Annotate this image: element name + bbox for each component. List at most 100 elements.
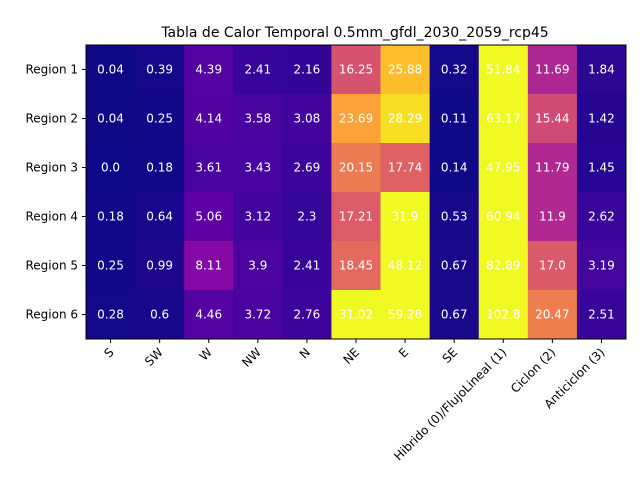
cell-value-label: 17.21 (339, 210, 373, 224)
heatmap-cell (135, 241, 185, 291)
cell-value-label: 47.95 (486, 161, 520, 175)
heatmap-cell (380, 290, 431, 340)
cell-value-label: 4.14 (195, 112, 222, 126)
x-tick-label: E (396, 345, 411, 360)
cell-value-label: 17.74 (388, 161, 422, 175)
cell-value-label: 25.88 (388, 63, 422, 77)
heatmap-cell (478, 290, 529, 340)
heatmap-cell (576, 94, 627, 144)
heatmap-cells (86, 45, 627, 340)
y-tick-label: Region 1 (25, 63, 78, 77)
heatmap-cell (135, 143, 185, 193)
cell-value-label: 1.42 (588, 112, 615, 126)
heatmap-cell (429, 143, 480, 193)
cell-value-label: 2.16 (294, 63, 321, 77)
cell-value-label: 2.62 (588, 210, 615, 224)
cell-value-label: 3.61 (195, 161, 222, 175)
heatmap-cell (478, 143, 529, 193)
cell-value-label: 16.25 (339, 63, 373, 77)
heatmap-cell (331, 45, 382, 95)
cell-value-label: 0.25 (146, 112, 173, 126)
cell-value-label: 0.64 (146, 210, 173, 224)
cell-value-label: 0.04 (97, 63, 124, 77)
heatmap-cell (380, 143, 431, 193)
heatmap-cell (331, 143, 382, 193)
cell-value-label: 23.69 (339, 112, 373, 126)
cell-value-label: 0.39 (146, 63, 173, 77)
cell-value-label: 63.17 (486, 112, 520, 126)
cell-value-label: 3.08 (294, 112, 321, 126)
x-tick-label: Ciclon (2) (508, 345, 558, 395)
cell-value-label: 3.72 (244, 308, 271, 322)
heatmap-cell (429, 94, 480, 144)
y-tick-label: Region 4 (25, 210, 78, 224)
heatmap-cell (86, 45, 136, 95)
y-tick-label: Region 5 (25, 259, 78, 273)
heatmap-cell (86, 241, 136, 291)
cell-value-label: 20.47 (535, 308, 569, 322)
cell-value-label: 0.04 (97, 112, 124, 126)
heatmap-cell (331, 241, 382, 291)
heatmap-cell (233, 45, 283, 95)
heatmap-cell (233, 241, 283, 291)
cell-value-label: 2.41 (294, 259, 321, 273)
heatmap-cell (527, 94, 578, 144)
cell-value-label: 3.19 (588, 259, 615, 273)
heatmap-cell-labels: 0.04 0.39 4.39 2.41 2.16 16.25 25.88 0.32 51.84 1… (97, 63, 615, 322)
heatmap-cell (282, 143, 332, 193)
heatmap-cell (527, 45, 578, 95)
cell-value-label: 2.51 (588, 308, 615, 322)
heatmap-cell (233, 94, 283, 144)
heatmap-cell (331, 192, 382, 242)
y-tick-label: Region 6 (25, 308, 78, 322)
heatmap-cell (331, 94, 382, 144)
cell-value-label: 4.46 (195, 308, 222, 322)
y-axis: Region 1 Region 2 Region 3 Region 4 Region 5… (25, 63, 86, 322)
cell-value-label: 59.28 (388, 308, 422, 322)
heatmap-cell (233, 290, 283, 340)
chart-title: Tabla de Calor Temporal 0.5mm_gfdl_2030_… (160, 25, 548, 41)
cell-value-label: 11.9 (539, 210, 566, 224)
cell-value-label: 0.11 (441, 112, 468, 126)
heatmap-cell (135, 290, 185, 340)
cell-value-label: 11.69 (535, 63, 569, 77)
heatmap-cell (135, 45, 185, 95)
heatmap-cell (380, 94, 431, 144)
heatmap-cell (429, 290, 480, 340)
x-tick-label: NE (341, 345, 363, 367)
heatmap-cell (184, 192, 234, 242)
cell-value-label: 3.12 (244, 210, 271, 224)
heatmap-cell (429, 45, 480, 95)
plot-frame (85, 44, 627, 340)
heatmap-cell (478, 45, 529, 95)
heatmap-cell (282, 45, 332, 95)
cell-value-label: 1.45 (588, 161, 615, 175)
heatmap-cell (282, 192, 332, 242)
cell-value-label: 0.18 (146, 161, 173, 175)
cell-value-label: 11.79 (535, 161, 569, 175)
cell-value-label: 8.11 (195, 259, 222, 273)
cell-value-label: 0.14 (441, 161, 468, 175)
heatmap-cell (527, 241, 578, 291)
cell-value-label: 0.32 (441, 63, 468, 77)
heatmap-cell (135, 94, 185, 144)
heatmap-cell (478, 192, 529, 242)
cell-value-label: 17.0 (539, 259, 566, 273)
heatmap-cell (86, 290, 136, 340)
cell-value-label: 5.06 (195, 210, 222, 224)
heatmap-cell (86, 192, 136, 242)
heatmap-cell (527, 290, 578, 340)
heatmap-cell (331, 290, 382, 340)
x-tick-label: N (297, 345, 313, 361)
cell-value-label: 0.25 (97, 259, 124, 273)
x-tick-label: W (197, 345, 215, 363)
heatmap-cell (184, 241, 234, 291)
heatmap-cell (576, 241, 627, 291)
cell-value-label: 0.53 (441, 210, 468, 224)
cell-value-label: 0.67 (441, 308, 468, 322)
heatmap-cell (478, 241, 529, 291)
x-tick-label: SW (142, 345, 166, 369)
heatmap-cell (380, 45, 431, 95)
